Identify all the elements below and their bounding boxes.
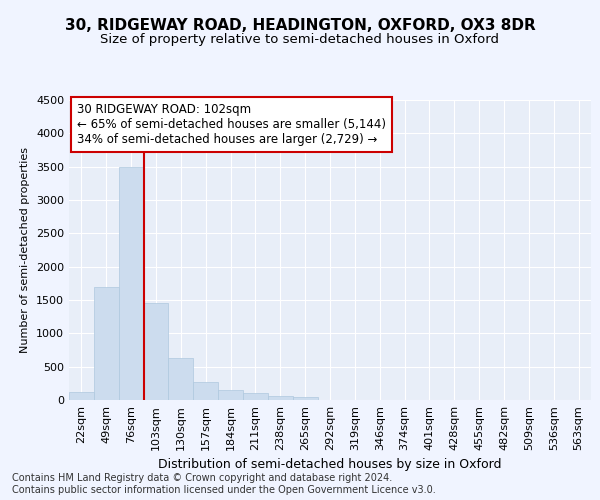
Bar [94, 286, 119, 400]
Text: 30 RIDGEWAY ROAD: 102sqm
← 65% of semi-detached houses are smaller (5,144)
34% o: 30 RIDGEWAY ROAD: 102sqm ← 65% of semi-d… [77, 103, 386, 146]
Bar [268, 396, 293, 400]
Bar [119, 166, 143, 400]
Bar [193, 382, 218, 400]
Text: Size of property relative to semi-detached houses in Oxford: Size of property relative to semi-detach… [101, 32, 499, 46]
Text: Contains HM Land Registry data © Crown copyright and database right 2024.
Contai: Contains HM Land Registry data © Crown c… [12, 474, 436, 495]
Bar [143, 304, 169, 400]
Bar [169, 358, 193, 400]
X-axis label: Distribution of semi-detached houses by size in Oxford: Distribution of semi-detached houses by … [158, 458, 502, 471]
Bar [293, 397, 317, 400]
Bar [218, 390, 243, 400]
Bar [243, 394, 268, 400]
Text: 30, RIDGEWAY ROAD, HEADINGTON, OXFORD, OX3 8DR: 30, RIDGEWAY ROAD, HEADINGTON, OXFORD, O… [65, 18, 535, 32]
Y-axis label: Number of semi-detached properties: Number of semi-detached properties [20, 147, 31, 353]
Bar [69, 392, 94, 400]
